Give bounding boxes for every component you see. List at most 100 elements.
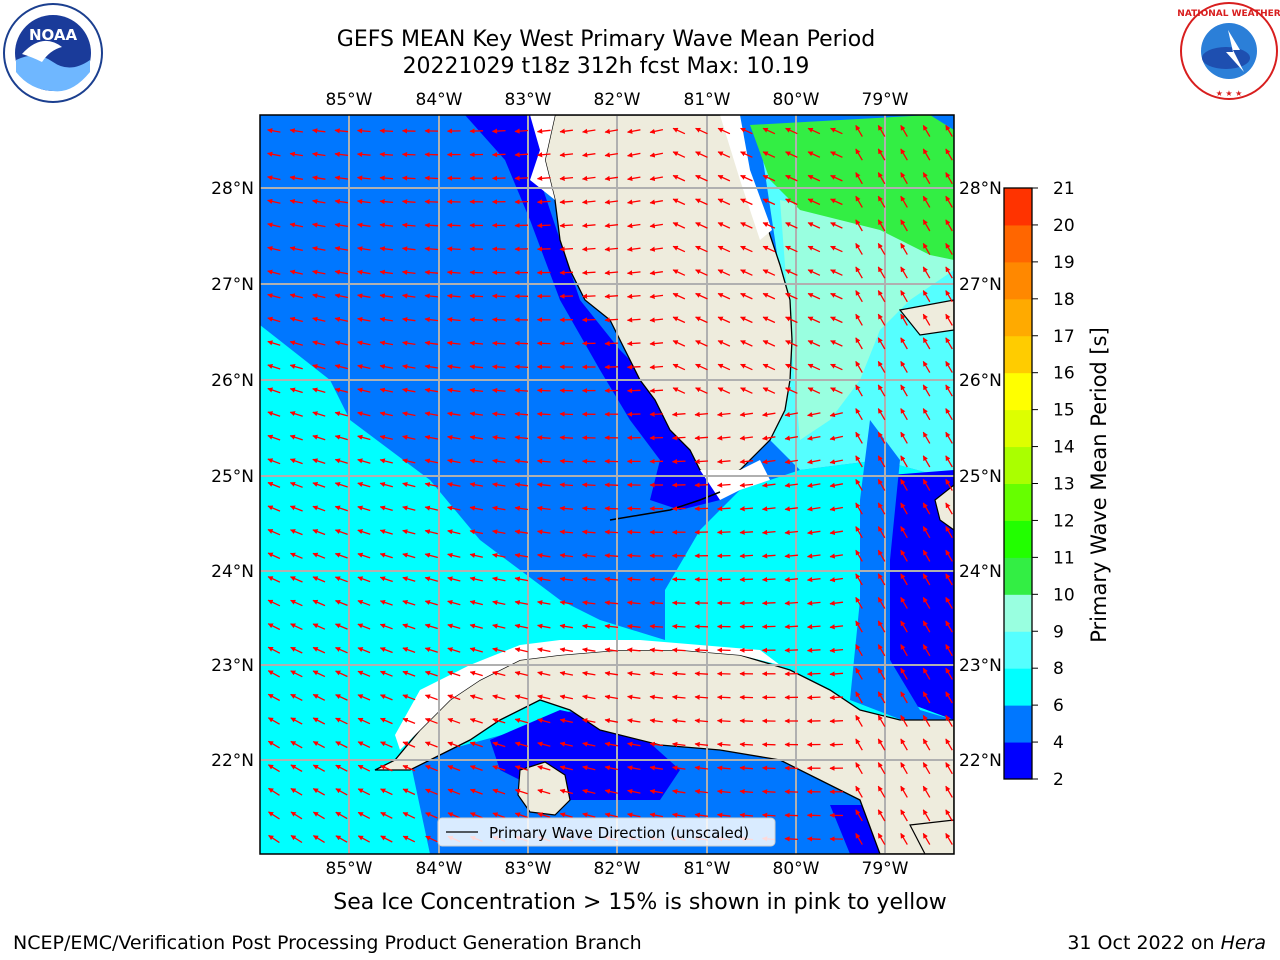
wave-arrow	[514, 600, 529, 606]
wave-arrow	[267, 529, 281, 536]
wave-arrow	[649, 647, 664, 653]
wave-arrow	[559, 812, 573, 818]
wave-arrow	[492, 435, 506, 441]
wave-arrow	[581, 576, 596, 582]
chart-subtitle: 20221029 t18z 312h fcst Max: 10.19	[402, 54, 810, 79]
wave-arrow	[855, 242, 863, 255]
wave-arrow	[379, 647, 393, 654]
wave-arrow	[447, 623, 461, 630]
wave-arrow	[922, 337, 931, 350]
wave-arrow	[922, 290, 931, 303]
wave-arrow	[877, 219, 886, 232]
wave-arrow	[446, 222, 461, 228]
wave-arrow	[424, 316, 439, 323]
wave-arrow	[739, 789, 754, 795]
wave-arrow	[379, 552, 393, 559]
wave-arrow	[379, 434, 393, 440]
wave-arrow	[379, 269, 393, 275]
wave-arrow	[922, 549, 931, 562]
wave-arrow	[289, 222, 304, 228]
wave-arrow	[379, 151, 394, 158]
colorbar-tick-label: 2	[1053, 770, 1064, 790]
wave-arrow	[604, 223, 619, 229]
wave-arrow	[401, 269, 416, 275]
wave-arrow	[559, 411, 574, 417]
wave-arrow	[401, 151, 416, 158]
wave-arrow	[784, 411, 799, 418]
wave-arrow	[604, 670, 619, 677]
wave-arrow	[649, 576, 664, 582]
wave-arrow	[379, 482, 393, 488]
wave-arrow	[581, 293, 596, 299]
wave-arrow	[334, 316, 349, 322]
wave-arrow	[922, 526, 931, 539]
wave-arrow	[945, 124, 953, 137]
lat-label-left: 22°N	[211, 751, 254, 771]
wave-arrow	[424, 364, 439, 370]
wave-arrow	[402, 835, 416, 843]
wave-arrow	[559, 458, 574, 464]
wave-arrow	[447, 812, 461, 819]
wave-arrow	[829, 529, 844, 536]
lon-label-top: 85°W	[326, 90, 373, 110]
wave-arrow	[830, 269, 843, 276]
wave-arrow	[492, 788, 506, 795]
lon-label-top: 79°W	[862, 90, 909, 110]
wave-arrow	[671, 671, 686, 677]
wave-arrow	[649, 411, 664, 417]
wave-arrow	[829, 600, 844, 606]
wave-arrow	[761, 812, 776, 818]
wave-arrow	[312, 576, 326, 583]
wave-arrow	[447, 765, 461, 772]
wave-arrow	[830, 222, 843, 229]
wave-arrow	[694, 812, 708, 818]
wave-arrow	[290, 670, 303, 678]
wave-arrow	[855, 714, 863, 727]
period-band-2-4-straits	[880, 470, 954, 720]
wave-arrow	[694, 411, 709, 417]
wave-arrow	[649, 788, 664, 795]
wave-arrow	[762, 222, 776, 229]
wave-arrow	[424, 741, 438, 748]
wave-arrow	[469, 812, 483, 819]
wave-arrow	[357, 552, 371, 559]
wave-arrow	[739, 812, 754, 818]
wave-arrow	[402, 529, 416, 535]
wave-arrow	[945, 691, 953, 704]
wave-arrow	[922, 596, 931, 609]
wave-arrow	[312, 411, 326, 417]
wave-arrow	[514, 364, 529, 370]
wave-arrow	[855, 360, 863, 373]
wave-arrow	[649, 317, 664, 323]
wave-arrow	[582, 128, 596, 134]
nws-logo: NATIONAL WEATHER ★ ★ ★	[1178, 2, 1280, 100]
wave-arrow	[649, 293, 664, 300]
chart-title: GEFS MEAN Key West Primary Wave Mean Per…	[336, 27, 876, 52]
wave-arrow	[334, 387, 348, 393]
colorbar-segment	[1004, 631, 1032, 669]
wave-arrow	[806, 671, 821, 677]
wave-arrow	[626, 340, 641, 347]
wave-arrow	[335, 599, 348, 607]
wave-arrow	[537, 600, 551, 606]
wave-arrow	[900, 785, 908, 798]
wave-arrow	[762, 459, 776, 465]
wave-arrow	[312, 529, 326, 536]
wave-arrow	[312, 458, 326, 465]
wave-arrow	[581, 222, 596, 229]
wave-arrow	[922, 195, 931, 208]
wave-arrow	[877, 124, 886, 137]
wave-arrow	[424, 411, 439, 417]
wave-arrow	[695, 292, 708, 300]
wave-arrow	[695, 174, 708, 182]
wave-arrow	[290, 740, 303, 749]
wave-arrow	[855, 738, 863, 751]
wave-arrow	[312, 316, 326, 322]
wave-arrow	[922, 762, 931, 775]
wave-arrow	[379, 387, 394, 393]
wave-arrow	[491, 364, 506, 370]
wave-arrow	[335, 694, 348, 701]
wave-arrow	[627, 128, 641, 134]
wave-arrow	[672, 198, 686, 206]
wave-arrow	[289, 458, 303, 465]
